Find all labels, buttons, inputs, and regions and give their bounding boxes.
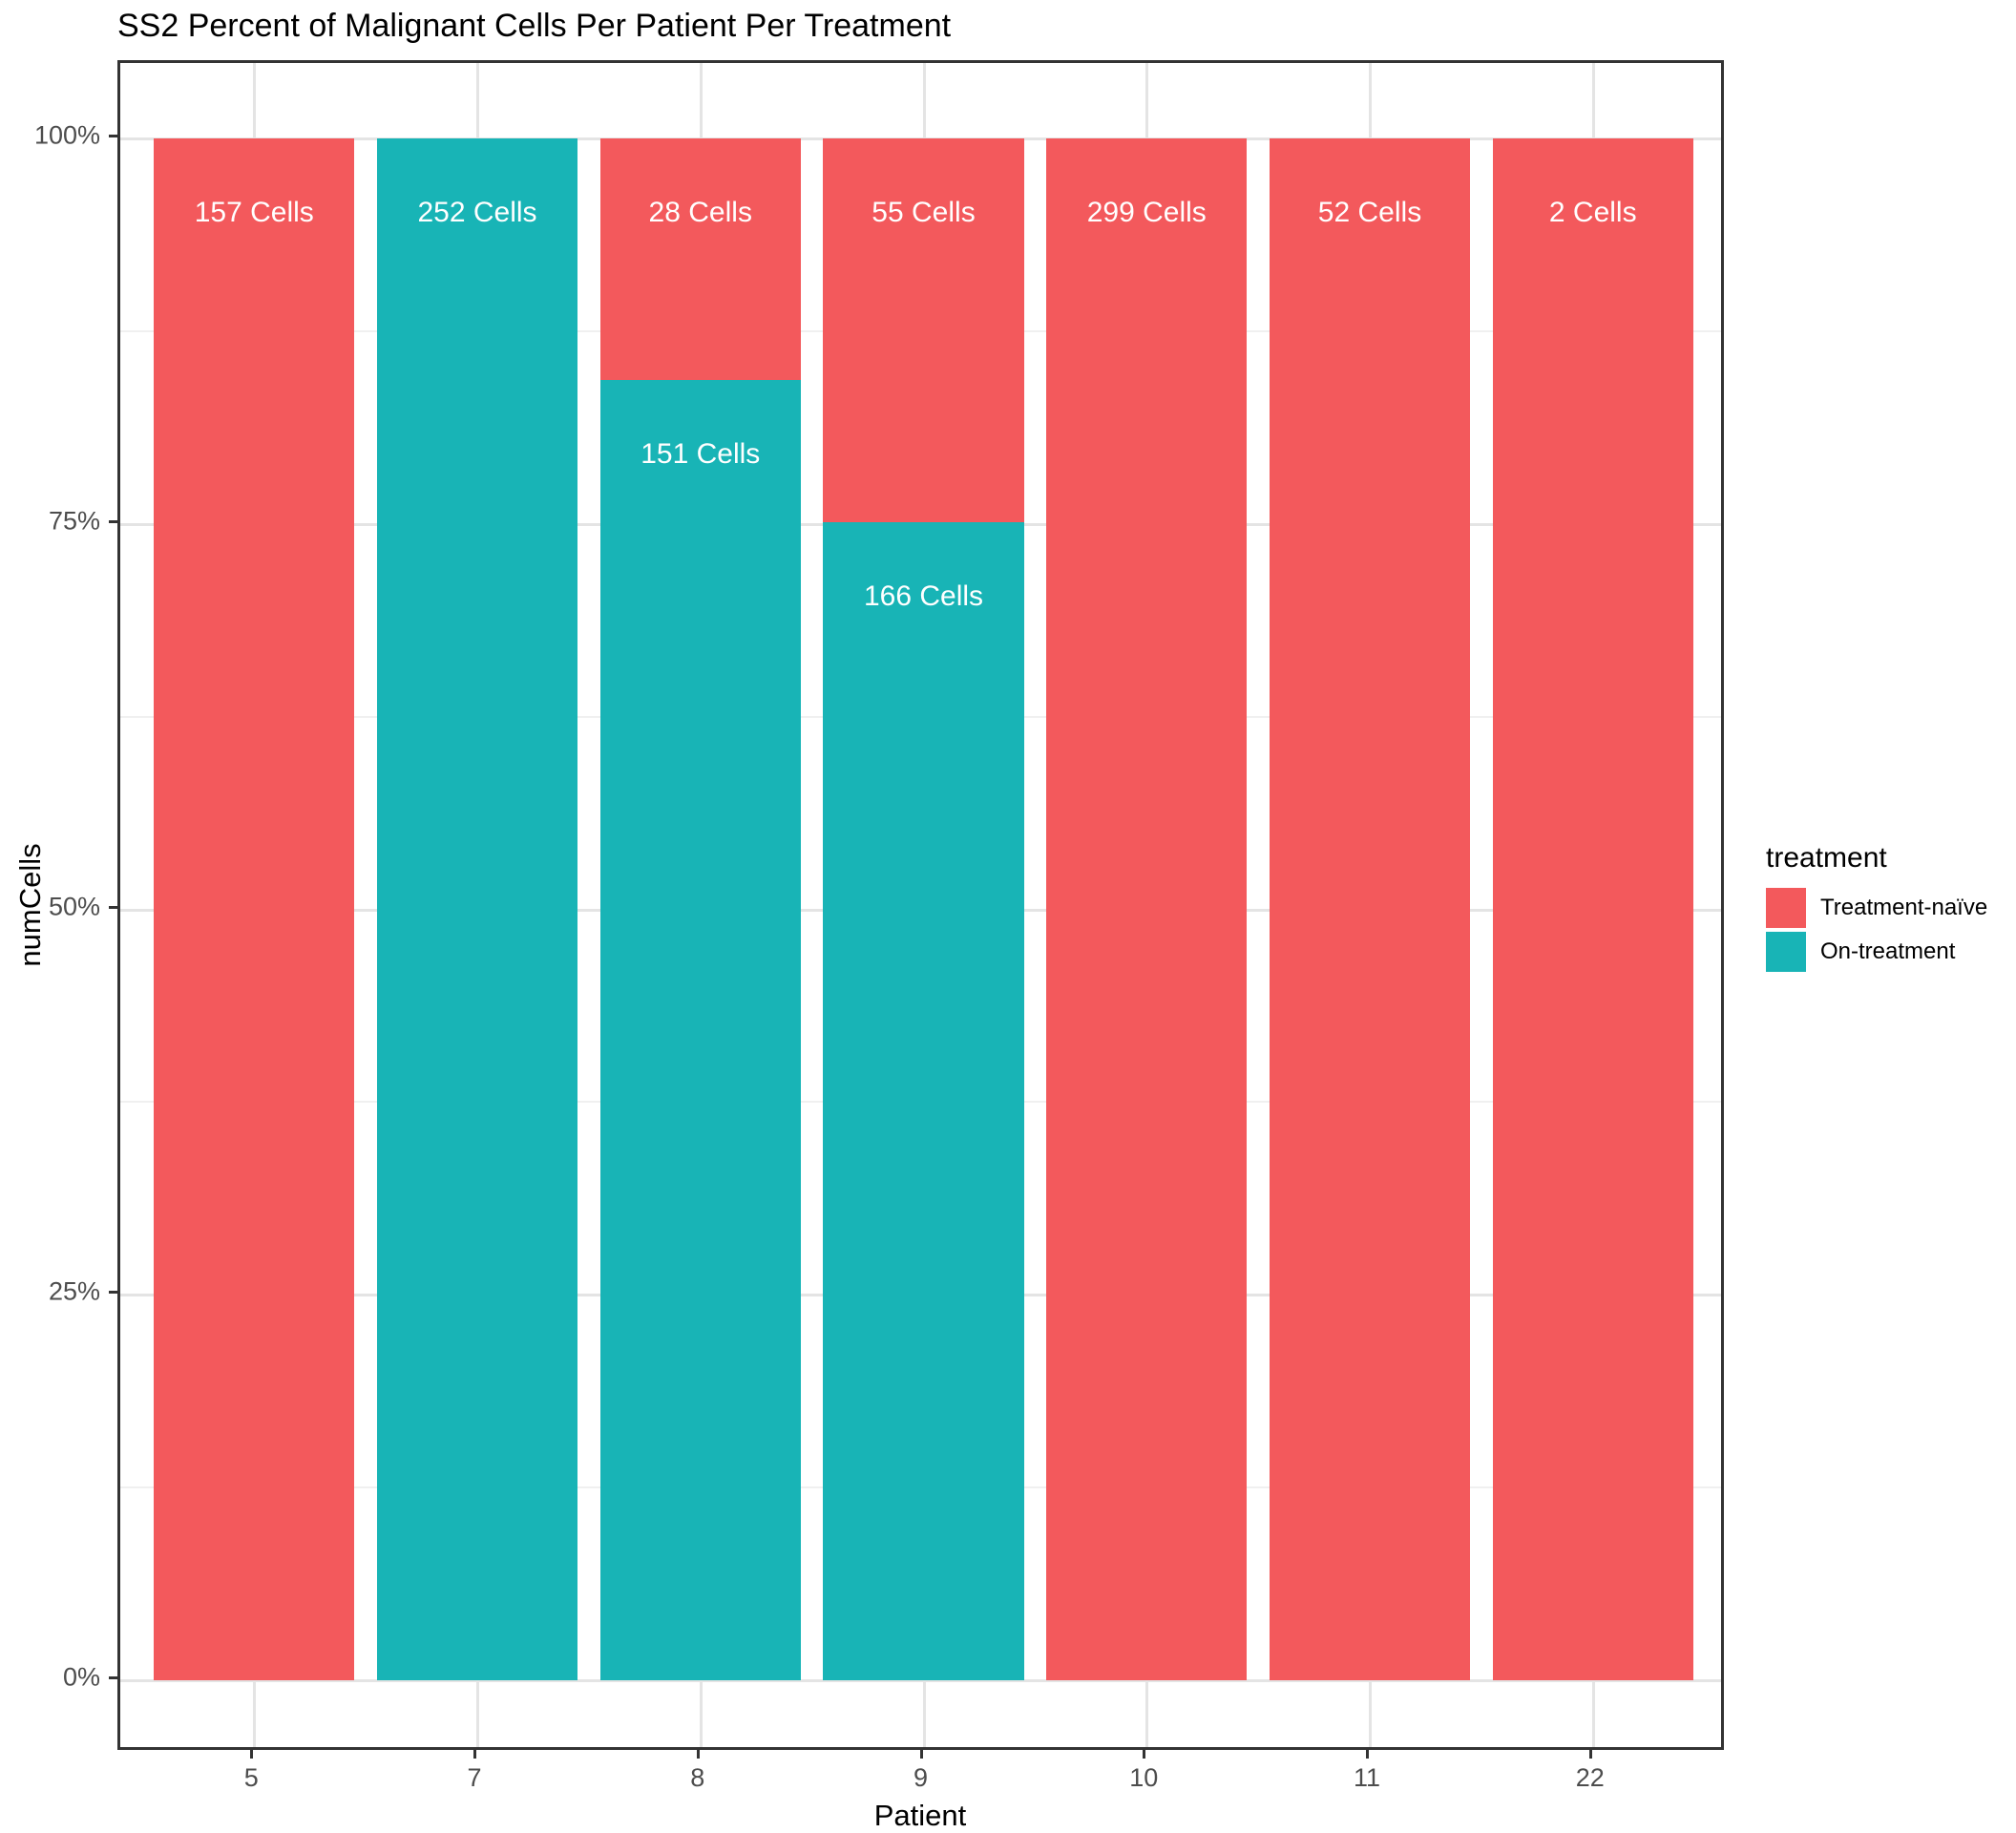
axis-tick xyxy=(1588,1750,1592,1759)
axis-tick-label: 7 xyxy=(467,1763,482,1792)
bar-segment-label: 166 Cells xyxy=(863,579,984,612)
bar-segment xyxy=(823,138,1024,522)
gridline-major xyxy=(120,1679,1721,1682)
legend-title: treatment xyxy=(1766,842,1887,874)
axis-tick-label: 100% xyxy=(33,120,100,150)
bar-segment xyxy=(1269,138,1471,1680)
legend-item: On-treatment xyxy=(1766,932,1987,972)
legend-swatch xyxy=(1766,932,1806,972)
axis-tick xyxy=(109,135,117,137)
axis-tick-label: 9 xyxy=(913,1763,929,1792)
legend: treatment Treatment-naïve On-treatment xyxy=(1766,842,1987,976)
bar-segment-label: 157 Cells xyxy=(194,197,314,228)
axis-tick-label: 0% xyxy=(62,1662,100,1692)
bar-segment-label: 151 Cells xyxy=(640,437,761,470)
legend-items: Treatment-naïve On-treatment xyxy=(1766,888,1987,972)
axis-tick-label: 22 xyxy=(1575,1763,1605,1792)
axis-tick xyxy=(696,1750,700,1759)
legend-item-label: Treatment-naïve xyxy=(1820,895,1988,920)
chart-title: SS2 Percent of Malignant Cells Per Patie… xyxy=(117,8,952,44)
bar-segment-label: 52 Cells xyxy=(1317,197,1422,228)
bar-segment xyxy=(599,379,801,1680)
bar-segment xyxy=(599,138,801,380)
axis-tick-label: 5 xyxy=(243,1763,259,1792)
axis-tick-label: 75% xyxy=(48,506,100,536)
bar-segment xyxy=(1492,138,1693,1680)
x-axis-title: Patient xyxy=(873,1799,967,1832)
axis-tick-label: 10 xyxy=(1129,1763,1159,1792)
axis-tick xyxy=(109,519,117,523)
axis-tick xyxy=(919,1750,923,1759)
bar-segment-label: 299 Cells xyxy=(1086,197,1207,228)
axis-tick-label: 50% xyxy=(48,892,100,920)
bar-segment xyxy=(823,521,1024,1680)
axis-tick xyxy=(1143,1750,1146,1759)
axis-tick-label: 25% xyxy=(48,1276,100,1306)
axis-tick xyxy=(1366,1750,1369,1759)
bar-segment xyxy=(154,138,355,1680)
axis-tick-label: 8 xyxy=(690,1763,705,1792)
legend-item: Treatment-naïve xyxy=(1766,888,1987,928)
axis-tick xyxy=(109,905,117,909)
axis-tick xyxy=(250,1750,254,1759)
y-axis-title: numCells xyxy=(13,843,47,967)
bar-segment-label: 2 Cells xyxy=(1548,197,1637,228)
bar-segment-label: 252 Cells xyxy=(417,197,537,228)
axis-tick xyxy=(473,1750,476,1759)
chart-panel: 157 Cells 252 Cells 151 Cells 28 Cells 166 C… xyxy=(117,60,1724,1750)
axis-tick xyxy=(109,1676,117,1679)
legend-swatch xyxy=(1766,888,1806,928)
bar-segment xyxy=(376,138,578,1680)
bar-segment xyxy=(1046,138,1248,1680)
bar-segment-label: 55 Cells xyxy=(872,197,976,228)
axis-tick-label: 11 xyxy=(1353,1763,1381,1792)
axis-tick xyxy=(109,1291,117,1295)
bar-segment-label: 28 Cells xyxy=(648,197,752,228)
legend-item-label: On-treatment xyxy=(1820,938,1956,964)
